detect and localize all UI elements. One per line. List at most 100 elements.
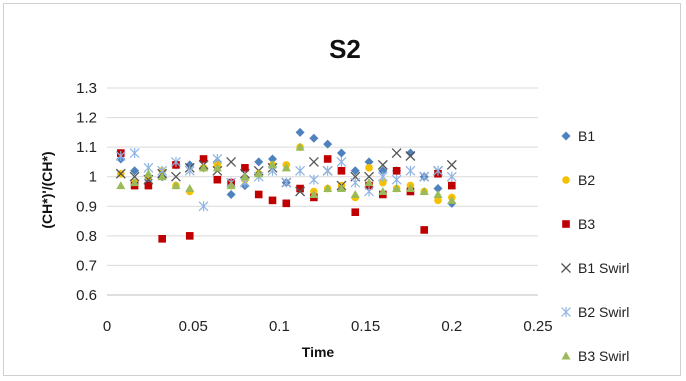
data-point (364, 157, 374, 167)
data-point (254, 190, 263, 199)
data-point (199, 155, 208, 163)
x-tick-label: 0.05 (179, 318, 208, 335)
legend-marker (561, 351, 571, 360)
data-point (351, 208, 360, 216)
data-point (144, 181, 153, 190)
data-point (322, 165, 333, 176)
data-point (185, 232, 194, 240)
data-point (433, 184, 443, 194)
data-point (378, 166, 388, 176)
y-tick-label: 1 (89, 169, 97, 186)
x-tick-label: 0 (103, 318, 111, 335)
data-point (419, 171, 430, 182)
legend-label: B3 (578, 216, 595, 232)
data-point (392, 184, 402, 193)
y-tick-label: 0.7 (76, 257, 97, 274)
data-point (419, 187, 429, 195)
data-point (350, 177, 361, 188)
data-point (185, 184, 195, 193)
data-point (130, 178, 140, 187)
legend-marker (562, 176, 570, 184)
data-point (323, 139, 333, 149)
data-point (323, 155, 332, 163)
data-point (448, 181, 456, 190)
data-point (268, 196, 277, 205)
data-point (281, 163, 291, 172)
data-point (241, 164, 249, 172)
data-point (226, 189, 236, 199)
data-point (392, 167, 401, 175)
data-point (157, 172, 167, 181)
legend-label: B1 (578, 128, 595, 144)
data-point (268, 160, 278, 169)
data-point (129, 171, 140, 182)
data-point (199, 163, 209, 172)
legend-label: B2 Swirl (578, 304, 629, 320)
data-point (295, 186, 306, 197)
data-point (184, 165, 195, 176)
data-point (391, 148, 402, 159)
legend-item: B2 Swirl (561, 304, 629, 320)
data-point (447, 195, 457, 204)
data-point (364, 178, 374, 187)
data-point (433, 165, 443, 176)
x-tick-label: 0.25 (523, 318, 552, 335)
data-point (391, 174, 402, 185)
legend-label: B2 (578, 172, 595, 188)
data-point (364, 186, 374, 197)
series-b2 (116, 143, 456, 205)
data-point (185, 160, 195, 170)
data-point (226, 181, 236, 190)
data-point (405, 184, 415, 193)
legend-item: B3 (562, 216, 595, 232)
y-tick-label: 1.1 (76, 139, 97, 156)
data-point (378, 187, 388, 195)
data-point (115, 168, 126, 179)
data-point (240, 172, 250, 181)
legend-marker (562, 220, 570, 228)
data-point (309, 189, 319, 198)
data-point (282, 199, 291, 208)
data-point (295, 127, 305, 137)
data-point (130, 166, 140, 176)
data-point (350, 189, 360, 198)
data-point (143, 169, 153, 178)
data-point (295, 142, 305, 151)
legend-item: B1 (561, 128, 595, 144)
legend-item: B2 (562, 172, 595, 188)
data-point (226, 156, 237, 167)
data-point (116, 181, 126, 190)
data-point (296, 184, 304, 193)
x-axis-title: Time (302, 344, 335, 360)
y-tick-labels: 0.6 0.7 0.8 0.9 1 1.1 1.2 1.3 (76, 80, 97, 304)
x-tick-label: 0.1 (269, 318, 290, 335)
data-point (434, 196, 442, 205)
y-tick-label: 0.6 (76, 287, 97, 304)
chart-title: S2 (329, 34, 361, 64)
data-point (336, 184, 346, 193)
legend-marker (561, 131, 571, 141)
data-point (268, 154, 278, 164)
series-b1-swirl (115, 148, 457, 197)
series-b3-swirl (116, 142, 457, 204)
data-point (281, 177, 292, 188)
x-tick-label: 0.15 (351, 318, 380, 335)
data-point (198, 201, 209, 212)
data-point (377, 171, 388, 182)
x-tick-label: 0.2 (441, 318, 462, 335)
legend-marker (561, 307, 571, 317)
y-tick-label: 1.2 (76, 110, 97, 127)
data-point (323, 184, 333, 193)
data-point (405, 151, 416, 161)
data-point (212, 153, 223, 164)
data-point (433, 189, 443, 198)
data-point (336, 156, 347, 167)
data-point (171, 156, 181, 167)
legend-marker (561, 263, 571, 273)
data-point (405, 165, 416, 176)
data-point (129, 148, 140, 159)
data-point (308, 174, 319, 185)
data-point (171, 171, 181, 182)
data-point (446, 171, 457, 182)
